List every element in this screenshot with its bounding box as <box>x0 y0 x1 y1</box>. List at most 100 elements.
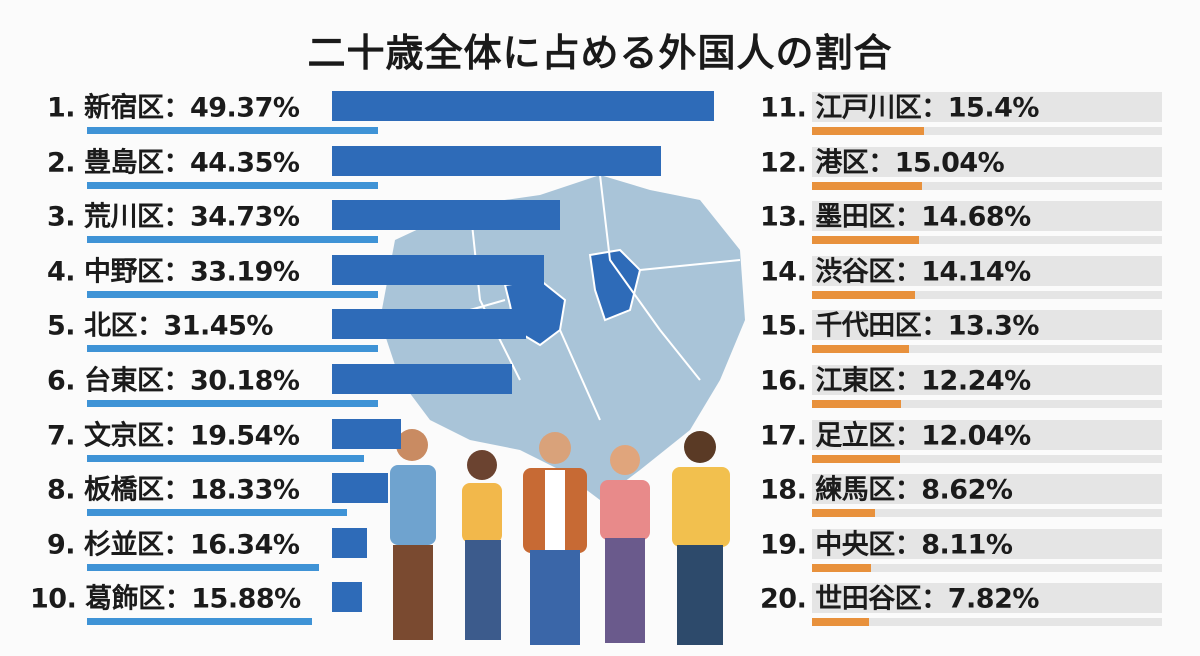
value-bar <box>812 181 922 190</box>
value-bar <box>812 454 900 463</box>
value-bar <box>332 364 513 394</box>
ward-name: 渋谷区 <box>815 256 895 288</box>
row-label: 5. 北区：31.45% <box>47 310 273 342</box>
ward-name: 葛飾区 <box>85 583 165 615</box>
row-label: 13. 墨田区：14.68% <box>760 201 1031 233</box>
bar-track <box>812 92 1162 122</box>
row-label: 15. 千代田区：13.3% <box>760 310 1040 342</box>
rank-number: 12. <box>760 147 807 179</box>
row-label: 4. 中野区：33.19% <box>47 256 300 288</box>
ward-name: 新宿区 <box>83 92 164 124</box>
row-label: 17. 足立区：12.04% <box>760 420 1031 452</box>
value-label: 49.37% <box>189 92 300 124</box>
bar-track <box>812 255 1162 286</box>
value-bar <box>812 127 925 135</box>
ward-name: 足立区 <box>815 420 895 452</box>
ward-name: 文京区 <box>83 420 164 452</box>
row-label: 2. 豊島区：44.35% <box>47 147 300 179</box>
underline-track <box>812 181 1162 190</box>
underline-track <box>812 345 1162 354</box>
bar-track <box>812 419 1162 450</box>
value-bar <box>812 345 910 354</box>
bar-track <box>812 528 1162 559</box>
value-label: 8.62% <box>921 474 1013 506</box>
people-illustration <box>390 429 730 645</box>
value-label: 15.88% <box>191 583 301 615</box>
underline-bar <box>87 563 320 571</box>
ward-name: 練馬区 <box>815 474 895 506</box>
ward-name: 中野区 <box>83 256 164 288</box>
value-bar <box>332 254 544 285</box>
underline-track <box>812 563 1162 572</box>
chart-title: 二十歳全体に占める外国人の割合 <box>307 31 893 75</box>
underline-bar <box>87 181 378 189</box>
rank-number: 1. <box>47 92 76 124</box>
row-label: 6. 台東区：30.18% <box>47 365 300 397</box>
value-bar <box>812 563 872 572</box>
rank-number: 2. <box>47 147 76 179</box>
rank-number: 14. <box>760 256 807 288</box>
value-label: 30.18% <box>189 365 300 397</box>
value-label: 13.3% <box>947 310 1040 342</box>
value-bar <box>332 418 401 449</box>
underline-track <box>812 236 1162 245</box>
row-label: 20. 世田谷区：7.82% <box>760 583 1039 615</box>
value-bar <box>812 400 902 408</box>
value-bar <box>332 200 561 231</box>
row-label: 8. 板橋区：18.33% <box>47 474 300 506</box>
underline-track <box>812 454 1162 463</box>
row-label: 11. 江戸川区：15.4% <box>760 92 1040 124</box>
ward-name: 江東区 <box>815 365 895 397</box>
rank-number: 5. <box>47 310 76 342</box>
underline-bar <box>87 454 365 462</box>
row-label: 1. 新宿区：49.37% <box>47 92 300 124</box>
value-bar <box>812 509 875 518</box>
underline-track <box>812 400 1162 408</box>
rank-number: 6. <box>47 365 76 397</box>
value-label: 15.04% <box>894 147 1005 179</box>
ward-name: 墨田区 <box>815 201 895 233</box>
rank-number: 19. <box>760 529 807 561</box>
underline-bar <box>87 236 378 244</box>
value-label: 16.34% <box>189 529 300 561</box>
row-label: 12. 港区：15.04% <box>760 147 1005 179</box>
ward-name: 豊島区 <box>83 147 164 179</box>
value-bar <box>812 236 920 245</box>
value-label: 31.45% <box>163 310 273 342</box>
rank-number: 4. <box>47 256 76 288</box>
underline-bar <box>87 509 348 517</box>
underline-track <box>812 618 1162 627</box>
rank-number: 16. <box>760 365 807 397</box>
value-label: 34.73% <box>189 201 300 233</box>
value-label: 12.24% <box>921 365 1031 397</box>
bar-track <box>812 474 1162 505</box>
value-bar <box>332 582 363 613</box>
value-label: 18.33% <box>189 474 300 506</box>
underline-bar <box>87 127 378 134</box>
value-bar <box>332 309 526 340</box>
value-label: 8.11% <box>921 529 1013 561</box>
rank-number: 18. <box>760 474 807 506</box>
value-label: 15.4% <box>947 92 1040 124</box>
value-bar <box>332 91 714 121</box>
row-label: 9. 杉並区：16.34% <box>47 529 300 561</box>
underline-track <box>812 290 1162 299</box>
rank-number: 9. <box>47 529 76 561</box>
value-label: 19.54% <box>189 420 300 452</box>
underline-bar <box>87 345 378 353</box>
ward-name: 世田谷区 <box>815 583 922 615</box>
row-label: 14. 渋谷区：14.14% <box>760 256 1031 288</box>
ward-name: 杉並区 <box>83 529 164 561</box>
rank-number: 17. <box>760 420 807 452</box>
underline-bar <box>87 400 378 407</box>
bar-track <box>812 146 1162 177</box>
ward-name: 港区 <box>815 147 869 179</box>
ward-name: 板橋区 <box>83 474 164 506</box>
ward-name: 中央区 <box>815 529 895 561</box>
bar-track <box>812 201 1162 232</box>
row-label: 18. 練馬区：8.62% <box>760 474 1013 506</box>
rank-number: 3. <box>47 201 76 233</box>
bar-track <box>812 310 1162 341</box>
value-bar <box>812 618 870 627</box>
